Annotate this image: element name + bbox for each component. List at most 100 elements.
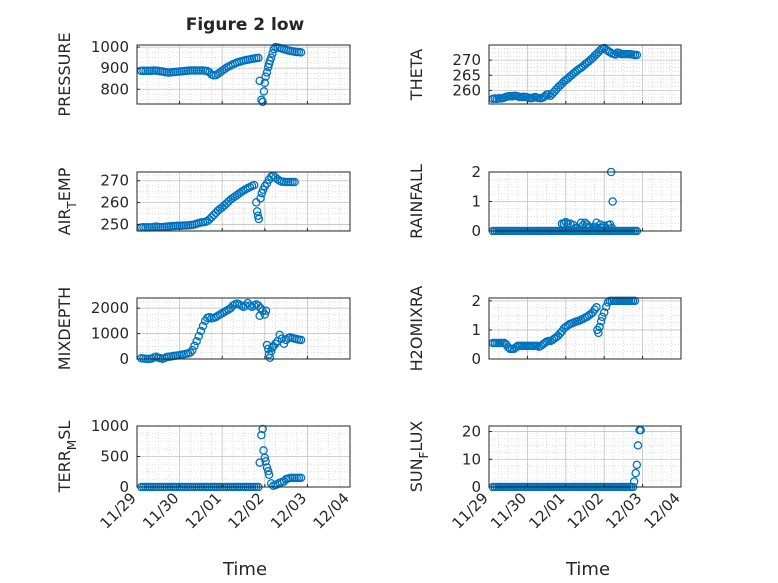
data-point (194, 331, 204, 341)
y-tick-label: 0 (119, 350, 129, 368)
data-point (632, 50, 642, 60)
axes-box (136, 297, 351, 360)
data-point (198, 321, 208, 331)
data-point (258, 424, 267, 434)
data-point (260, 310, 270, 319)
data-point (511, 343, 521, 352)
y-tick-label: 250 (100, 215, 129, 233)
data-point (601, 302, 611, 311)
y-axis-label: THETA (407, 49, 426, 101)
data-point (631, 468, 640, 478)
data-point (262, 68, 272, 77)
y-tick-label: 2 (471, 292, 481, 310)
data-point (590, 305, 599, 314)
subplot-air-temp: 250 260 270 AIRTEMP (55, 167, 351, 235)
data-point (261, 306, 271, 315)
data-point (266, 347, 276, 356)
data-point (185, 348, 195, 357)
axes-box (136, 171, 351, 232)
data-point (563, 219, 572, 228)
data-point (255, 458, 264, 467)
y-tick-label: 800 (100, 80, 129, 98)
y-axis-label: H2OMIXRA (407, 286, 426, 372)
y-tick-label: 1000 (91, 325, 129, 343)
data-point (632, 460, 642, 470)
data-point (239, 186, 248, 195)
y-tick-label: 260 (100, 194, 129, 212)
y-tick-label: 260 (452, 81, 481, 99)
xlabel-right: Time (565, 559, 610, 580)
data-point (207, 212, 216, 222)
data-point (608, 197, 617, 206)
y-tick-label: 0 (471, 478, 481, 496)
data-point (255, 311, 264, 321)
data-point (261, 72, 270, 81)
data-point (190, 341, 199, 351)
data-point (188, 345, 197, 355)
data-point (254, 301, 263, 310)
data-point (277, 334, 287, 343)
data-series (488, 43, 642, 104)
data-point (258, 97, 267, 107)
data-point (254, 214, 264, 224)
data-point (290, 177, 299, 187)
data-point (209, 210, 218, 220)
y-tick-label: 270 (452, 51, 481, 69)
y-tick-label: 1000 (91, 417, 129, 435)
y-tick-label: 20 (462, 423, 481, 441)
data-point (629, 477, 639, 486)
axes-box (136, 44, 351, 105)
data-point (259, 87, 269, 96)
subplot-mixdepth: 0 1000 2000 MIXDEPTH (55, 287, 351, 370)
y-tick-label: 2 (471, 163, 481, 181)
data-point (296, 335, 306, 345)
y-tick-label: 1 (471, 321, 481, 339)
data-point (196, 326, 206, 336)
data-point (262, 463, 272, 472)
data-point (237, 187, 246, 197)
data-point (561, 217, 571, 227)
data-series (137, 298, 306, 363)
data-point (192, 336, 201, 346)
axes-box (488, 425, 682, 488)
subplot-pressure: 800 900 1000 PRESSURE (55, 32, 351, 117)
y-tick-label: 265 (452, 66, 481, 84)
data-point (234, 189, 244, 198)
data-point (599, 308, 609, 317)
y-axis-label: PRESSURE (55, 32, 74, 116)
data-point (252, 207, 262, 216)
y-tick-label: 0 (119, 478, 129, 496)
data-point (576, 218, 586, 227)
y-axis-label: SUNFLUX (407, 421, 431, 493)
data-point (296, 48, 306, 57)
data-point (636, 425, 645, 435)
data-series (137, 171, 299, 232)
y-axis-label: RAINFALL (407, 164, 426, 239)
y-tick-label: 1 (471, 193, 481, 211)
data-point (256, 193, 265, 203)
data-point (603, 298, 613, 307)
xlabel-left: Time (222, 559, 267, 580)
data-point (264, 470, 274, 480)
data-point (595, 322, 604, 332)
data-point (594, 328, 603, 338)
axes-box (488, 44, 682, 105)
y-tick-label: 2000 (91, 299, 129, 317)
data-point (266, 53, 276, 62)
data-point (220, 64, 229, 74)
data-point (261, 457, 270, 466)
y-tick-label: 270 (100, 172, 129, 190)
data-point (269, 44, 278, 54)
subplot-rainfall: 0 1 2 RAINFALL (407, 163, 682, 240)
subplot-h2omixra: 0 1 2 H2OMIXRA (407, 286, 682, 372)
y-axis-label: AIRTEMP (55, 167, 79, 235)
data-series (488, 296, 640, 354)
data-point (633, 441, 643, 450)
data-point (263, 466, 273, 476)
figure-title: Figure 2 low (186, 15, 305, 35)
data-point (296, 473, 306, 483)
